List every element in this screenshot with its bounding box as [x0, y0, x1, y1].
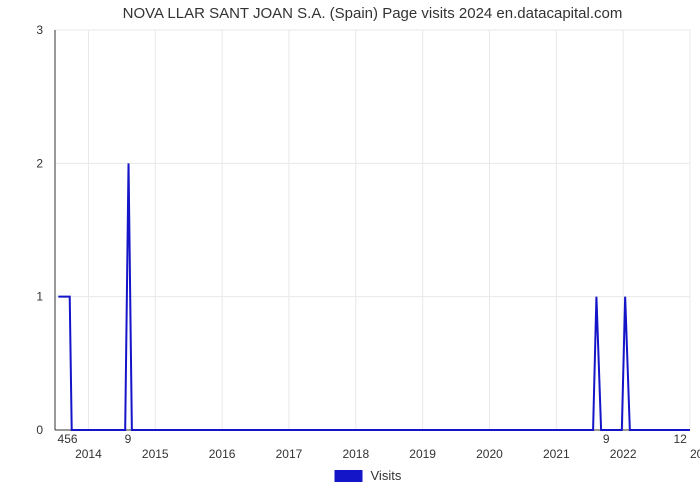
x-tick-label: 2014: [75, 447, 102, 461]
legend-label: Visits: [371, 468, 402, 483]
x-tick-label-clipped: 202: [690, 447, 700, 461]
x-tick-label: 2018: [342, 447, 369, 461]
x-tick-label: 2022: [610, 447, 637, 461]
count-label: 9: [125, 432, 132, 446]
x-tick-label: 2020: [476, 447, 503, 461]
x-tick-label: 2017: [276, 447, 303, 461]
count-label: 456: [58, 432, 78, 446]
visits-line-chart: NOVA LLAR SANT JOAN S.A. (Spain) Page vi…: [0, 0, 700, 500]
count-label: 9: [603, 432, 610, 446]
y-tick-label: 0: [36, 423, 43, 437]
x-tick-label: 2016: [209, 447, 236, 461]
y-tick-label: 1: [36, 290, 43, 304]
x-tick-label: 2019: [409, 447, 436, 461]
y-tick-label: 3: [36, 23, 43, 37]
x-tick-label: 2021: [543, 447, 570, 461]
y-tick-label: 2: [36, 156, 43, 170]
count-label: 12: [673, 432, 687, 446]
legend-swatch: [335, 470, 363, 482]
x-tick-label: 2015: [142, 447, 169, 461]
chart-legend: Visits: [335, 468, 402, 483]
chart-title: NOVA LLAR SANT JOAN S.A. (Spain) Page vi…: [123, 5, 623, 22]
chart-count-labels: 456 9 9 12: [58, 432, 688, 446]
